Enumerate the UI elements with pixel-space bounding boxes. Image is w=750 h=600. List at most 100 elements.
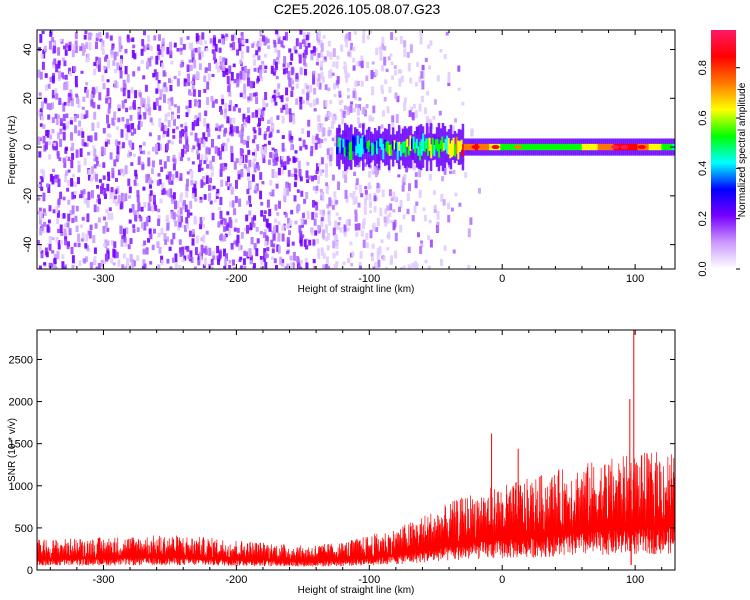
spectrogram-noise-cell	[181, 130, 185, 134]
spectrogram-noise-cell	[238, 130, 242, 138]
spectrogram-noise-cell	[299, 259, 303, 264]
spectrogram-noise-cell	[74, 215, 78, 222]
spectrogram-x-tick-label: -100	[358, 273, 380, 285]
spectrogram-noise-cell	[45, 183, 49, 188]
spectrogram-noise-cell	[248, 248, 252, 258]
spectrogram-noise-cell	[102, 260, 106, 265]
spectrogram-noise-cell	[371, 116, 375, 122]
spectrogram-noise-cell	[38, 95, 42, 99]
spectrogram-noise-cell	[199, 159, 202, 167]
spectrogram-noise-cell	[164, 113, 168, 121]
spectrogram-noise-cell	[232, 63, 236, 68]
spectrogram-noise-cell	[380, 124, 384, 129]
spectrogram-noise-cell	[52, 268, 56, 269]
spectrogram-noise-cell	[375, 227, 379, 232]
spectrogram-noise-cell	[275, 183, 279, 189]
spectrogram-noise-cell	[151, 160, 155, 168]
spectrogram-noise-cell	[157, 135, 161, 141]
spectrogram-noise-cell	[293, 45, 297, 50]
spectrogram-noise-cell	[433, 206, 437, 213]
spectrogram-noise-cell	[93, 111, 97, 120]
spectrogram-noise-cell	[322, 209, 326, 216]
spectrogram-signal-core	[541, 143, 544, 151]
spectrogram-noise-cell	[117, 104, 121, 109]
spectrogram-noise-cell	[65, 43, 69, 49]
spectrogram-noise-cell	[64, 173, 68, 183]
spectrogram-noise-cell	[364, 162, 368, 167]
spectrogram-noise-cell	[177, 209, 180, 216]
spectrogram-noise-cell	[193, 183, 197, 191]
spectrogram-noise-cell	[44, 141, 48, 150]
spectrogram-noise-cell	[206, 164, 210, 169]
spectrogram-noise-cell	[329, 99, 333, 105]
spectrogram-noise-cell	[295, 83, 299, 89]
spectrogram-noise-cell	[57, 61, 61, 69]
spectrogram-signal-core	[422, 133, 425, 152]
spectrogram-noise-cell	[259, 256, 263, 260]
spectrogram-signal-core	[647, 143, 650, 151]
colorbar: 0.00.20.40.60.8 Normalized spectral ampl…	[697, 30, 748, 277]
spectrogram-noise-cell	[270, 239, 274, 247]
spectrogram-noise-cell	[268, 223, 272, 232]
spectrogram-noise-cell	[70, 247, 74, 255]
spectrogram-noise-cell	[77, 160, 81, 164]
spectrogram-noise-cell	[85, 89, 89, 98]
spectrogram-signal-core	[444, 138, 447, 150]
spectrogram-signal-core	[509, 143, 512, 151]
spectrogram-noise-cell	[88, 230, 92, 239]
spectrogram-noise-cell	[273, 89, 277, 94]
spectrogram-signal-core	[466, 143, 469, 151]
spectrogram-noise-cell	[225, 224, 229, 231]
spectrogram-noise-cell	[320, 249, 324, 256]
spectrogram-noise-cell	[232, 106, 236, 112]
spectrogram-signal-core	[559, 143, 562, 151]
spectrogram-noise-cell	[327, 214, 331, 222]
spectrogram-noise-cell	[285, 105, 289, 115]
spectrogram-noise-cell	[351, 251, 355, 257]
spectrogram-noise-cell	[364, 189, 368, 195]
spectrogram-noise-cell	[186, 36, 190, 40]
spectrogram-signal-core	[438, 143, 441, 158]
spectrogram-noise-cell	[306, 162, 310, 166]
spectrogram-noise-cell	[284, 31, 288, 41]
spectrogram-noise-cell	[202, 182, 206, 186]
spectrogram-noise-cell	[255, 248, 259, 257]
spectrogram-signal-core	[427, 138, 429, 156]
spectrogram-noise-cell	[373, 206, 377, 213]
spectrogram-noise-cell	[271, 189, 275, 197]
spectrogram-noise-cell	[47, 219, 51, 224]
spectrogram-noise-cell	[56, 250, 60, 259]
spectrogram-noise-cell	[124, 193, 128, 201]
spectrogram-noise-cell	[206, 123, 210, 133]
spectrogram-noise-cell	[344, 174, 348, 183]
spectrogram-noise-cell	[336, 55, 340, 60]
spectrogram-noise-cell	[235, 179, 238, 189]
spectrogram-noise-cell	[217, 259, 220, 265]
spectrogram-noise-cell	[40, 186, 44, 191]
spectrogram-noise-cell	[153, 228, 156, 234]
spectrogram-noise-cell	[130, 132, 134, 136]
spectrogram-noise-cell	[40, 54, 44, 59]
spectrogram-frame	[36, 29, 676, 270]
spectrogram-signal-core	[375, 140, 378, 155]
spectrogram-noise-cell	[121, 117, 125, 122]
spectrogram-noise-cell	[414, 179, 418, 189]
spectrogram-noise-cell	[114, 139, 118, 146]
spectrogram-noise-cell	[353, 171, 357, 176]
spectrogram-signal-core	[607, 143, 610, 151]
colorbar-gradient	[711, 30, 736, 269]
spectrogram-noise-cell	[414, 82, 418, 87]
spectrogram-signal-core	[501, 143, 504, 151]
spectrogram-noise-cell	[59, 128, 63, 135]
spectrogram-noise-cell	[186, 221, 189, 229]
spectrogram-noise-cell	[132, 44, 136, 49]
spectrogram-noise-cell	[59, 38, 63, 42]
spectrogram-noise-cell	[332, 116, 336, 125]
spectrogram-noise-cell	[310, 145, 314, 154]
spectrogram-noise-cell	[369, 201, 372, 208]
spectrogram-noise-cell	[75, 83, 78, 88]
spectrogram-noise-cell	[43, 45, 47, 52]
spectrogram-noise-cell	[451, 125, 455, 135]
spectrogram-noise-cell	[188, 59, 192, 63]
spectrogram-noise-cell	[102, 127, 106, 134]
